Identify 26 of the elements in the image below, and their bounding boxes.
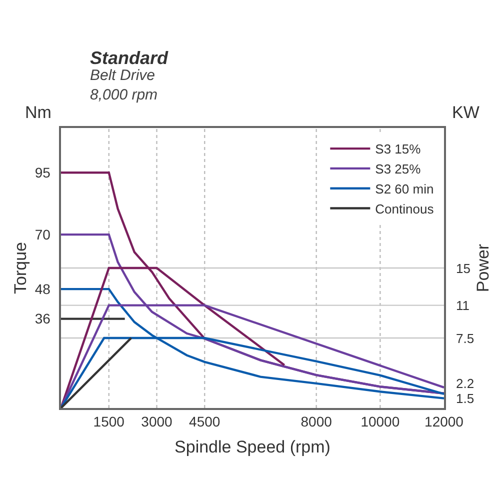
y2-tick-label: 11 [456, 298, 470, 313]
x-tick-label: 3000 [141, 414, 173, 430]
x-tick-label: 10000 [360, 414, 400, 430]
y-axis-title: Torque [10, 242, 30, 294]
x-tick-label: 8000 [300, 414, 332, 430]
y-tick-label: 95 [34, 164, 51, 180]
text: KW [452, 103, 480, 122]
y2-tick-label: 2.2 [456, 376, 474, 391]
y2-tick-label: 1.5 [456, 391, 474, 406]
y-tick-label: 48 [34, 280, 51, 297]
legend-label: Continous [375, 201, 434, 216]
y-tick-label: 36 [34, 310, 51, 327]
x-axis-title: Spindle Speed (rpm) [174, 437, 330, 456]
legend-label: S3 15% [375, 142, 422, 157]
x-tick-label: 4500 [189, 414, 220, 430]
y-tick-label: 70 [34, 226, 51, 242]
x-tick-label: 1500 [93, 414, 125, 430]
legend-label: S3 25% [375, 162, 422, 177]
legend-label: S2 60 min [375, 181, 434, 196]
chart-title: Standard [90, 48, 170, 68]
y2-tick-label: 15 [456, 261, 470, 276]
x-tick-label: 12000 [424, 414, 464, 430]
y2-axis-title: Power [474, 244, 493, 292]
text: Nm [25, 103, 52, 122]
y2-tick-label: 7.5 [456, 331, 474, 346]
chart-subtitle: Belt Drive 8,000 rpm [90, 67, 158, 104]
